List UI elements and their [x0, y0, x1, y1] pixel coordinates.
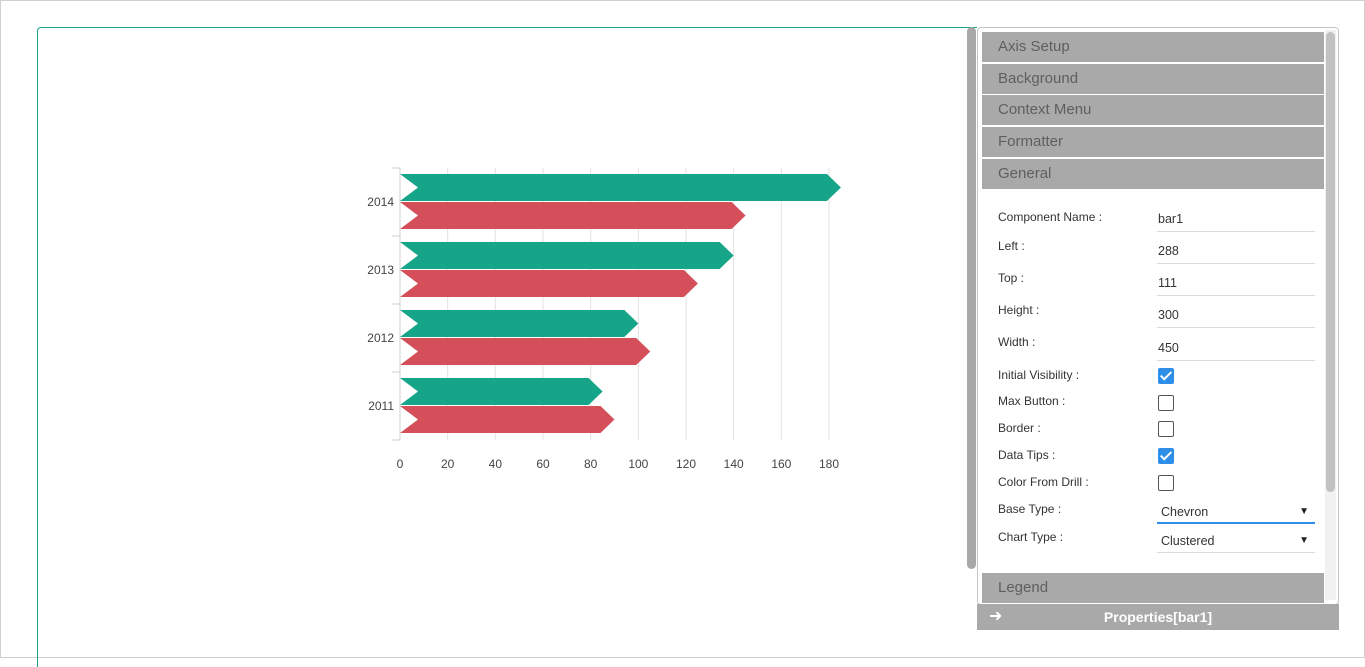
chevron-bar	[400, 202, 746, 229]
y-category-label: 2014	[367, 195, 394, 209]
section-background[interactable]: Background	[982, 64, 1324, 94]
y-category-label: 2012	[367, 331, 394, 345]
base-type-select[interactable]: Chevron ▼	[1157, 500, 1315, 524]
x-tick-label: 120	[676, 457, 696, 471]
chevron-bar	[400, 270, 698, 297]
left-label: Left :	[998, 239, 1025, 253]
top-label: Top :	[998, 271, 1025, 285]
chevron-bar	[400, 310, 639, 337]
width-label: Width :	[998, 335, 1036, 349]
border-label: Border :	[998, 421, 1041, 435]
base-type-value: Chevron	[1161, 505, 1209, 519]
chevron-bar	[400, 378, 603, 405]
chart-type-label: Chart Type :	[998, 530, 1064, 544]
max-button-label: Max Button :	[998, 394, 1066, 408]
chevron-bar	[400, 242, 734, 269]
data-tips-checkbox[interactable]	[1158, 448, 1174, 464]
color-from-drill-checkbox[interactable]	[1158, 475, 1174, 491]
properties-footer: ➜ Properties[bar1]	[977, 604, 1339, 630]
chevron-bar	[400, 338, 651, 365]
max-button-checkbox[interactable]	[1158, 395, 1174, 411]
height-input[interactable]	[1157, 302, 1315, 328]
base-type-label: Base Type :	[998, 502, 1062, 516]
chart-type-select[interactable]: Clustered ▼	[1157, 529, 1315, 553]
x-tick-label: 160	[771, 457, 791, 471]
properties-panel: Axis Setup Background Context Menu Forma…	[977, 27, 1339, 605]
section-general[interactable]: General	[982, 159, 1324, 189]
caret-down-icon: ▼	[1299, 506, 1309, 517]
y-category-label: 2013	[367, 263, 394, 277]
x-tick-label: 180	[819, 457, 839, 471]
chevron-bar	[400, 174, 841, 201]
component-name-input[interactable]	[1157, 206, 1315, 232]
data-tips-label: Data Tips :	[998, 448, 1056, 462]
x-tick-label: 20	[441, 457, 455, 471]
x-tick-label: 40	[489, 457, 503, 471]
y-category-label: 2011	[368, 399, 394, 413]
panel-drag-handle[interactable]	[967, 27, 976, 569]
chart-type-value: Clustered	[1161, 534, 1215, 548]
left-input[interactable]	[1157, 238, 1315, 264]
height-label: Height :	[998, 303, 1040, 317]
section-axis-setup[interactable]: Axis Setup	[982, 32, 1324, 62]
panel-scrollbar-thumb[interactable]	[1326, 32, 1335, 492]
border-checkbox[interactable]	[1158, 421, 1174, 437]
properties-title: Properties[bar1]	[1103, 609, 1213, 625]
x-tick-label: 100	[628, 457, 648, 471]
x-tick-label: 80	[584, 457, 598, 471]
section-context-menu[interactable]: Context Menu	[982, 95, 1324, 125]
chevron-bar	[400, 406, 615, 433]
section-formatter[interactable]: Formatter	[982, 127, 1324, 157]
chart-canvas: 0 20 40 60 80 100 120 140 160 180 2014 2013 2012 2011	[37, 27, 977, 667]
arrow-right-icon[interactable]: ➜	[989, 608, 1003, 625]
color-from-drill-label: Color From Drill :	[998, 475, 1089, 489]
initial-visibility-checkbox[interactable]	[1158, 368, 1174, 384]
x-tick-label: 60	[536, 457, 550, 471]
caret-down-icon: ▼	[1299, 535, 1309, 546]
section-legend[interactable]: Legend	[982, 573, 1324, 603]
x-tick-label: 140	[724, 457, 744, 471]
initial-visibility-label: Initial Visibility :	[998, 368, 1080, 382]
top-input[interactable]	[1157, 270, 1315, 296]
x-tick-label: 0	[397, 457, 404, 471]
bar-chart: 0 20 40 60 80 100 120 140 160 180 2014 2013 2012 2011	[367, 167, 841, 471]
width-input[interactable]	[1157, 335, 1315, 361]
component-name-label: Component Name :	[998, 210, 1103, 224]
